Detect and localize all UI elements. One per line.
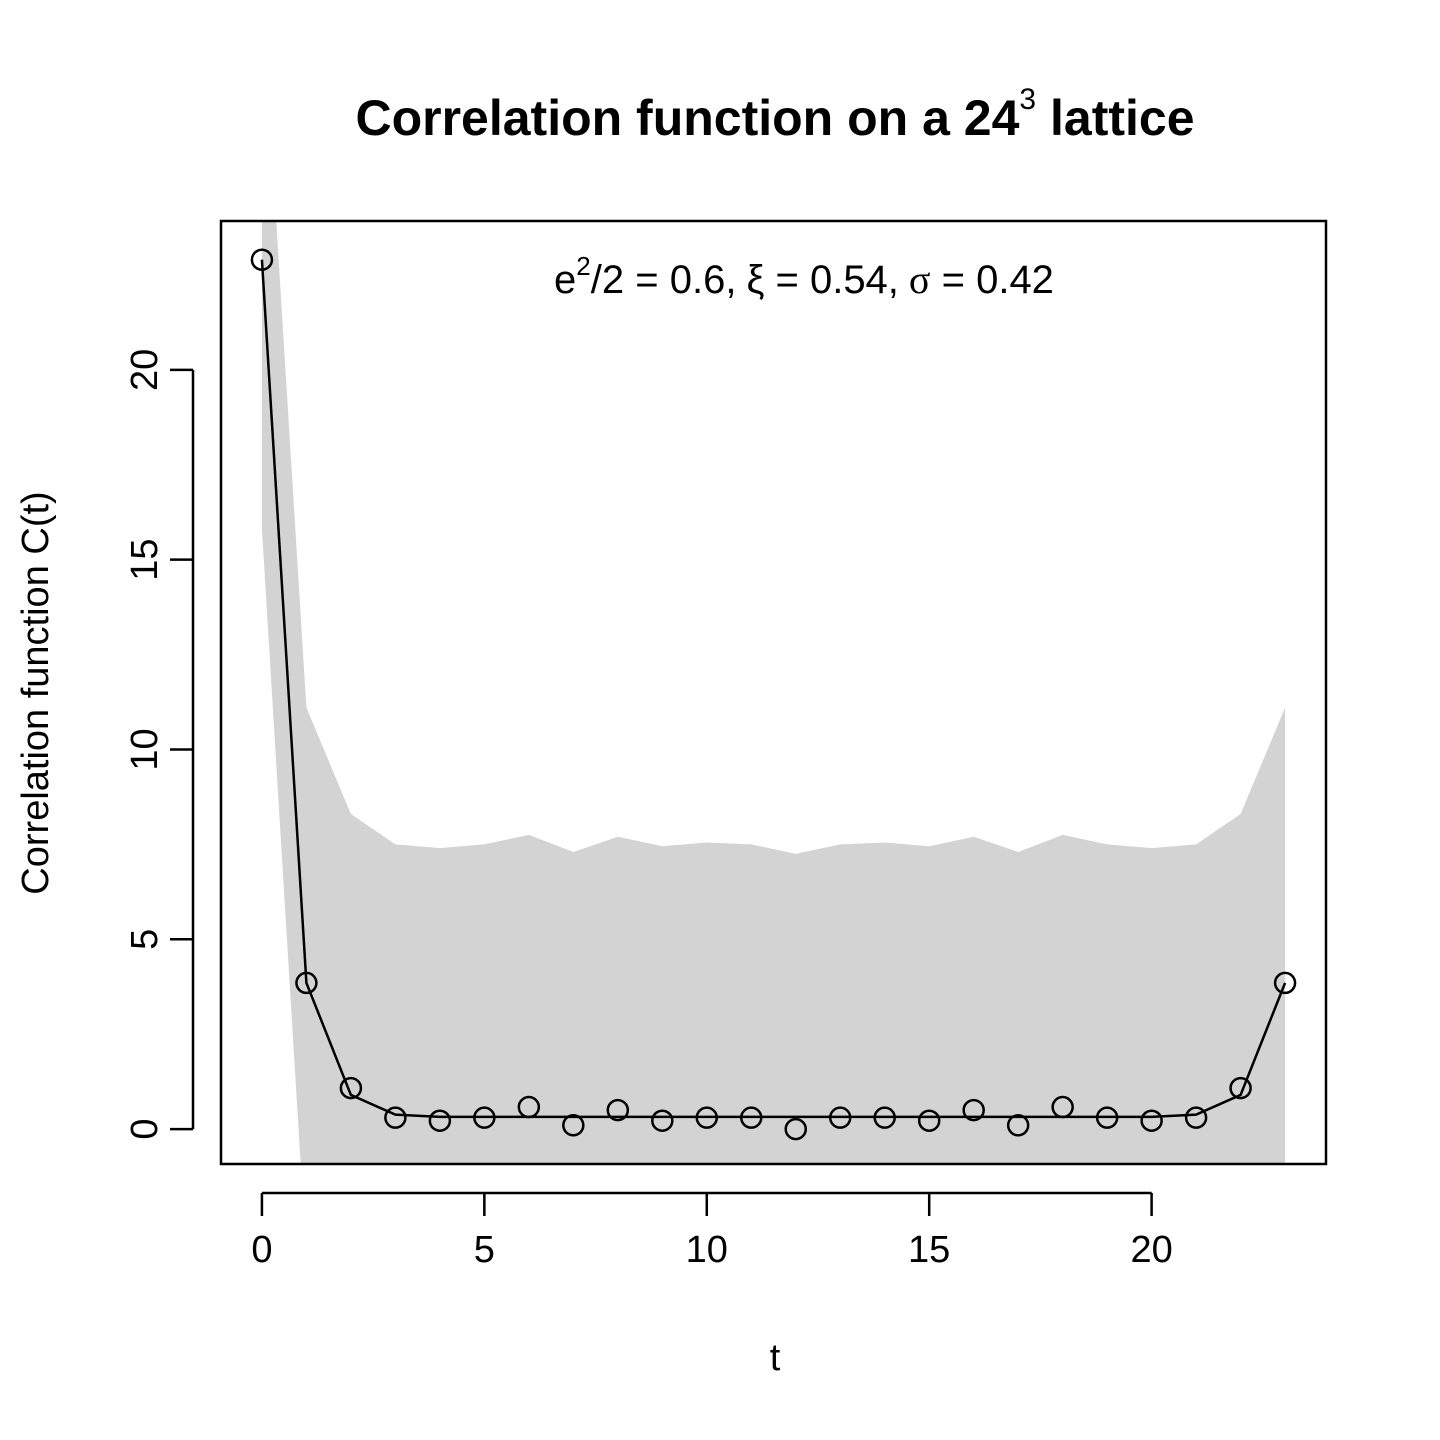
- annotation-xi-symbol: ξ: [746, 258, 764, 302]
- annotation-sigma-equals: =: [930, 258, 976, 302]
- data-point: [562, 1114, 585, 1137]
- series-line-layer: [260, 259, 1287, 1119]
- annotation-sigma-value: 0.42: [976, 258, 1054, 302]
- y-axis: 0 5 10 15 20: [124, 349, 195, 1140]
- error-band: [261, 221, 1286, 1164]
- data-point: [1140, 1109, 1163, 1132]
- data-point: [384, 1106, 407, 1129]
- chart-title-superscript: 3: [1019, 83, 1036, 116]
- annotation-e-value: 0.6,: [670, 258, 737, 302]
- series-points-layer: [250, 248, 1297, 1141]
- data-point: [339, 1076, 363, 1100]
- data-point: [695, 1106, 719, 1129]
- data-point: [606, 1098, 630, 1122]
- y-tick-label: 15: [124, 538, 166, 580]
- parameter-annotation: e2/2 = 0.6, ξ = 0.54, σ = 0.42: [554, 251, 1054, 302]
- chart-title: Correlation function on a 243 lattice: [355, 83, 1194, 146]
- data-point: [1229, 1076, 1252, 1100]
- data-point: [517, 1095, 541, 1119]
- x-tick-label: 20: [1130, 1229, 1172, 1271]
- annotation-e-rest: /2 =: [591, 258, 670, 302]
- plot-frame: [219, 219, 1328, 1166]
- data-point: [250, 248, 274, 271]
- chart-title-suffix: lattice: [1036, 90, 1194, 146]
- y-tick-label: 20: [124, 349, 166, 391]
- x-axis-label: t: [770, 1337, 781, 1379]
- data-point: [917, 1109, 941, 1132]
- data-point: [428, 1109, 452, 1132]
- data-point: [1051, 1095, 1074, 1119]
- y-axis-label: Correlation function C(t): [15, 491, 57, 894]
- data-point: [295, 971, 318, 995]
- annotation-sigma-symbol: σ: [909, 257, 931, 302]
- data-point: [1006, 1114, 1030, 1137]
- y-tick-label: 0: [124, 1119, 166, 1140]
- annotation-xi-value: 0.54,: [810, 258, 899, 302]
- data-point: [740, 1106, 763, 1129]
- x-tick-label: 15: [908, 1229, 950, 1271]
- data-point: [1184, 1106, 1208, 1129]
- annotation-e-superscript: 2: [576, 251, 590, 281]
- data-point: [473, 1106, 496, 1129]
- data-point: [1095, 1106, 1119, 1129]
- x-tick-label: 5: [474, 1229, 495, 1271]
- annotation-e-symbol: e: [554, 258, 576, 302]
- x-tick-label: 10: [686, 1229, 728, 1271]
- annotation-xi-equals: =: [764, 258, 810, 302]
- series-line: [260, 259, 1287, 1119]
- data-point: [784, 1117, 807, 1141]
- data-point: [873, 1106, 896, 1129]
- data-point: [1273, 971, 1297, 995]
- data-point: [828, 1106, 852, 1129]
- x-tick-label: 0: [251, 1229, 272, 1271]
- chart-title-text: Correlation function on a 24: [355, 90, 1019, 146]
- data-point: [962, 1098, 985, 1122]
- y-tick-label: 5: [124, 929, 166, 950]
- x-axis: 0 5 10 15 20: [251, 1191, 1173, 1271]
- data-point: [651, 1109, 674, 1132]
- y-tick-label: 10: [124, 728, 166, 770]
- error-band-layer: [261, 221, 1286, 1164]
